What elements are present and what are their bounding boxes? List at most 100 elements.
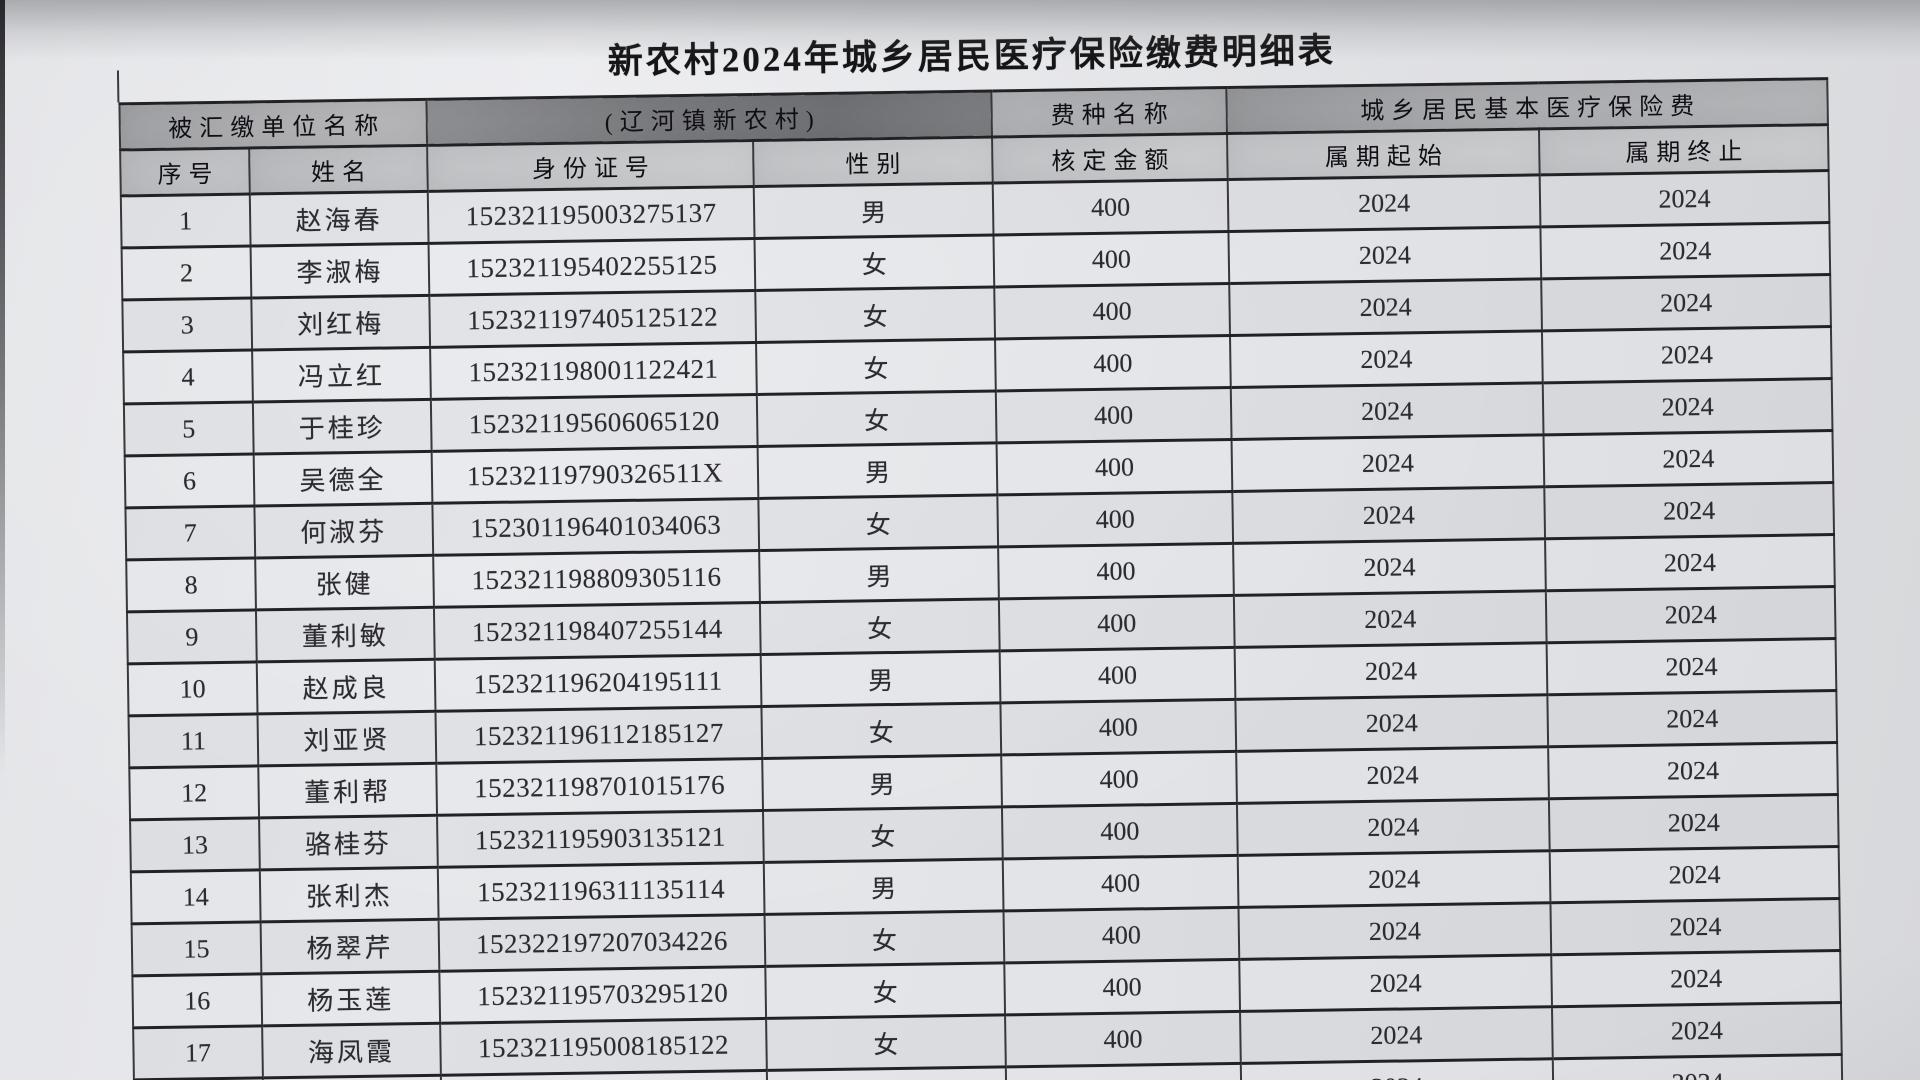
cell-period-end: 2024: [1551, 950, 1841, 1007]
cell-gender: 男: [757, 442, 998, 499]
cell-seq: 8: [126, 557, 256, 612]
cell-period-end: 2024: [1547, 690, 1838, 747]
cell-amount: 400: [995, 387, 1232, 443]
cell-period-start: 2024: [1231, 434, 1545, 492]
cell-amount: 400: [1001, 751, 1237, 807]
cell-name: 海凤霞: [262, 1023, 441, 1078]
col-header-amount: 核定金额: [992, 133, 1228, 183]
cell-seq: 16: [132, 973, 263, 1028]
cell-name: 董利帮: [258, 763, 438, 818]
cell-period-start: 2024: [1240, 1006, 1553, 1064]
cell-amount: 400: [1005, 1011, 1241, 1067]
cell-amount: 400: [994, 283, 1231, 339]
cell-name: 杨玉莲: [261, 971, 441, 1026]
cell-seq: 6: [124, 453, 255, 508]
cell-id: 152321196311135114: [437, 862, 765, 920]
cell-amount: 400: [998, 543, 1234, 599]
cell-seq: 7: [125, 505, 256, 560]
cell-gender: 女: [756, 390, 997, 447]
cell-period-start: 2024: [1240, 1058, 1554, 1080]
cell-amount: 400: [1003, 907, 1240, 963]
cell-amount: 400: [1001, 803, 1238, 859]
cell-gender: 女: [762, 806, 1003, 863]
cell-name: 冯立红: [252, 347, 431, 402]
cell-name: 刘红梅: [251, 295, 431, 350]
cell-id: 152321198407255144: [433, 602, 761, 660]
cell-period-start: 2024: [1234, 642, 1548, 700]
cell-seq: 13: [130, 817, 260, 872]
col-header-gender: 性别: [753, 136, 993, 187]
cell-gender: 男: [760, 650, 1001, 707]
cell-period-end: 2024: [1548, 794, 1839, 851]
cell-period-start: 2024: [1228, 226, 1542, 284]
cell-id: 152321195003275137: [427, 186, 755, 244]
cell-period-end: 2024: [1545, 534, 1835, 591]
cell-period-end: 2024: [1548, 742, 1838, 799]
col-header-name: 姓名: [249, 145, 428, 194]
cell-seq: 2: [121, 245, 252, 300]
cell-period-start: 2024: [1233, 590, 1547, 648]
cell-id: 152321195903135121: [437, 810, 764, 868]
cell-name: 赵海春: [249, 191, 429, 246]
cell-seq: 3: [122, 297, 253, 352]
cell-gender: 女: [761, 702, 1002, 759]
cell-id: 152301196401034063: [432, 498, 760, 556]
cell-period-end: 2024: [1540, 222, 1831, 279]
fee-type-label: 费种名称: [991, 87, 1228, 137]
cell-period-end: 2024: [1545, 586, 1836, 643]
cell-period-start: 2024: [1233, 538, 1546, 596]
cell-name: 李淑梅: [250, 243, 430, 298]
cell-seq: 14: [130, 869, 261, 924]
cell-id: 152321195606065120: [430, 394, 758, 452]
cell-name: 刘亚贤: [257, 711, 437, 766]
cell-id: 152321195008185122: [440, 1018, 767, 1076]
cell-amount: 400: [992, 179, 1229, 235]
cell-gender: 女: [755, 286, 996, 343]
cell-id: 152321197405125122: [429, 290, 757, 348]
cell-name: 张健: [255, 555, 434, 610]
col-header-period-start: 属期起始: [1227, 128, 1540, 180]
cell-gender: 女: [764, 910, 1005, 967]
cell-gender: 女: [759, 598, 1000, 655]
cell-seq: 10: [127, 661, 258, 716]
cell-id: 152321195402255125: [428, 238, 756, 296]
cell-id: 152322197207034226: [438, 914, 766, 972]
cell-amount: 400: [996, 439, 1233, 495]
cell-amount: 400: [1005, 1063, 1242, 1080]
cell-period-start: 2024: [1229, 278, 1542, 336]
insurance-payment-table: 被汇缴单位名称 (辽河镇新农村) 费种名称 城乡居民基本医疗保险费 序号 姓名 …: [118, 77, 1843, 1080]
cell-amount: 400: [1002, 855, 1239, 911]
cell-name: 吴德全: [253, 451, 433, 506]
cell-period-end: 2024: [1550, 898, 1841, 955]
cell-gender: 女: [754, 234, 995, 291]
cell-gender: 男: [763, 858, 1004, 915]
col-header-id: 身份证号: [427, 140, 754, 192]
cell-id: 152321198001122421: [430, 342, 757, 400]
cell-seq: 1: [120, 193, 251, 248]
cell-name: 董利敏: [255, 607, 435, 662]
cell-period-start: 2024: [1230, 330, 1543, 388]
cell-seq: 5: [123, 401, 254, 456]
cell-name: 骆桂芬: [259, 815, 438, 870]
cell-id: 152321198701015176: [436, 758, 763, 816]
cell-id: 152321196204195111: [434, 654, 762, 712]
cell-period-start: 2024: [1236, 798, 1550, 856]
cell-seq: 9: [126, 609, 257, 664]
cell-seq: 11: [128, 713, 259, 768]
cell-period-start: 2024: [1238, 902, 1552, 960]
cell-id: 152321198809305116: [433, 550, 760, 608]
cell-id: 15232119790326511X: [431, 446, 759, 504]
cell-gender: 男: [762, 754, 1002, 811]
cell-name: 赵成良: [256, 659, 436, 714]
cell-id: 152321195703295120: [439, 966, 767, 1024]
cell-name: 何淑芬: [254, 503, 434, 558]
cell-period-end: 2024: [1543, 430, 1834, 487]
cell-period-start: 2024: [1237, 850, 1551, 908]
cell-period-start: 2024: [1235, 694, 1549, 752]
cell-period-start: 2024: [1239, 954, 1553, 1012]
cell-period-end: 2024: [1541, 326, 1832, 383]
unit-name-value: (辽河镇新农村): [426, 90, 993, 146]
cell-period-start: 2024: [1236, 746, 1549, 804]
